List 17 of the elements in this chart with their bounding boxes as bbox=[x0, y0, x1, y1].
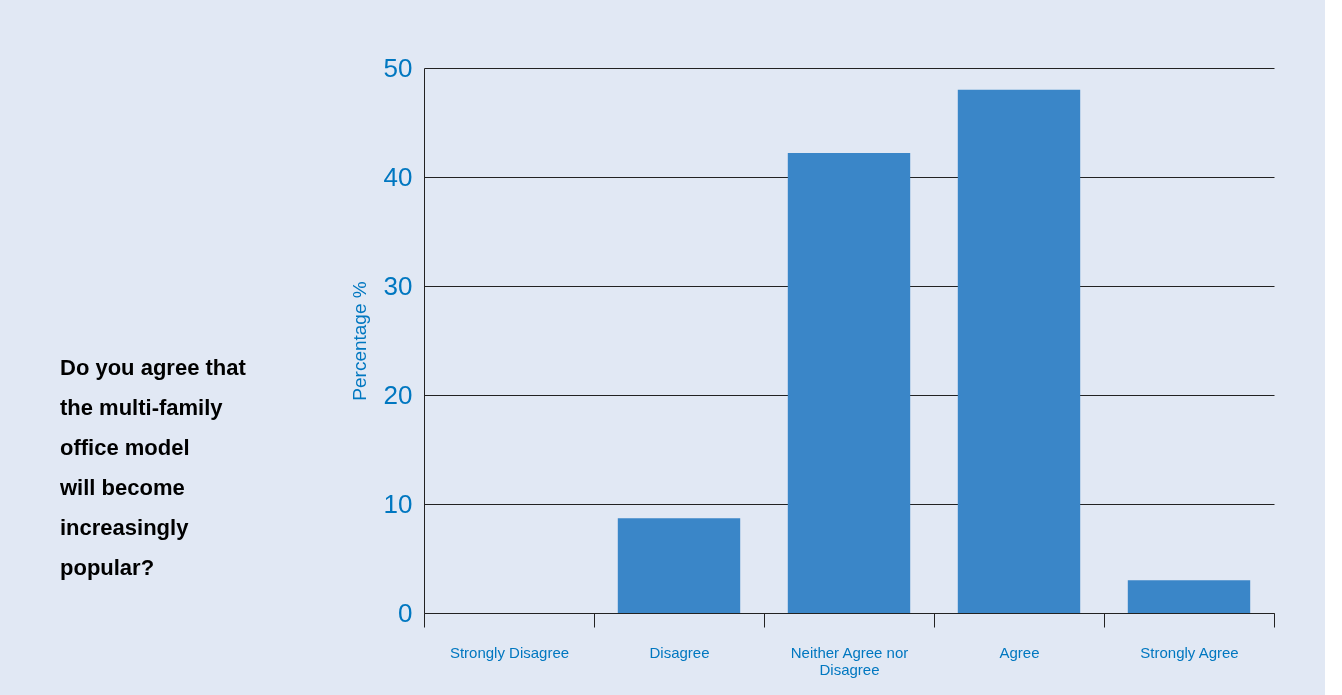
y-tick-label: 20 bbox=[383, 379, 413, 410]
x-tick-label: Agree bbox=[999, 643, 1040, 661]
x-tick-label: Neither Agree nor Disagree bbox=[790, 643, 909, 678]
bar bbox=[787, 153, 911, 613]
y-axis-title: Percentage % bbox=[348, 281, 370, 401]
y-tick-label: 10 bbox=[383, 488, 413, 519]
bar bbox=[957, 89, 1081, 613]
x-tick-label: Strongly Disagree bbox=[449, 643, 570, 661]
y-tick-label: 30 bbox=[383, 270, 413, 301]
text: Do you agree that the multi-family office model will become increasingly popular? bbox=[59, 355, 247, 580]
y-tick-label: 0 bbox=[398, 597, 413, 628]
y-tick-label: 50 bbox=[383, 52, 413, 83]
bar bbox=[1127, 580, 1251, 613]
x-tick-label: Strongly Agree bbox=[1140, 643, 1239, 661]
bar bbox=[617, 518, 741, 613]
y-tick-label: 40 bbox=[383, 161, 413, 192]
x-tick-label: Disagree bbox=[649, 643, 710, 661]
